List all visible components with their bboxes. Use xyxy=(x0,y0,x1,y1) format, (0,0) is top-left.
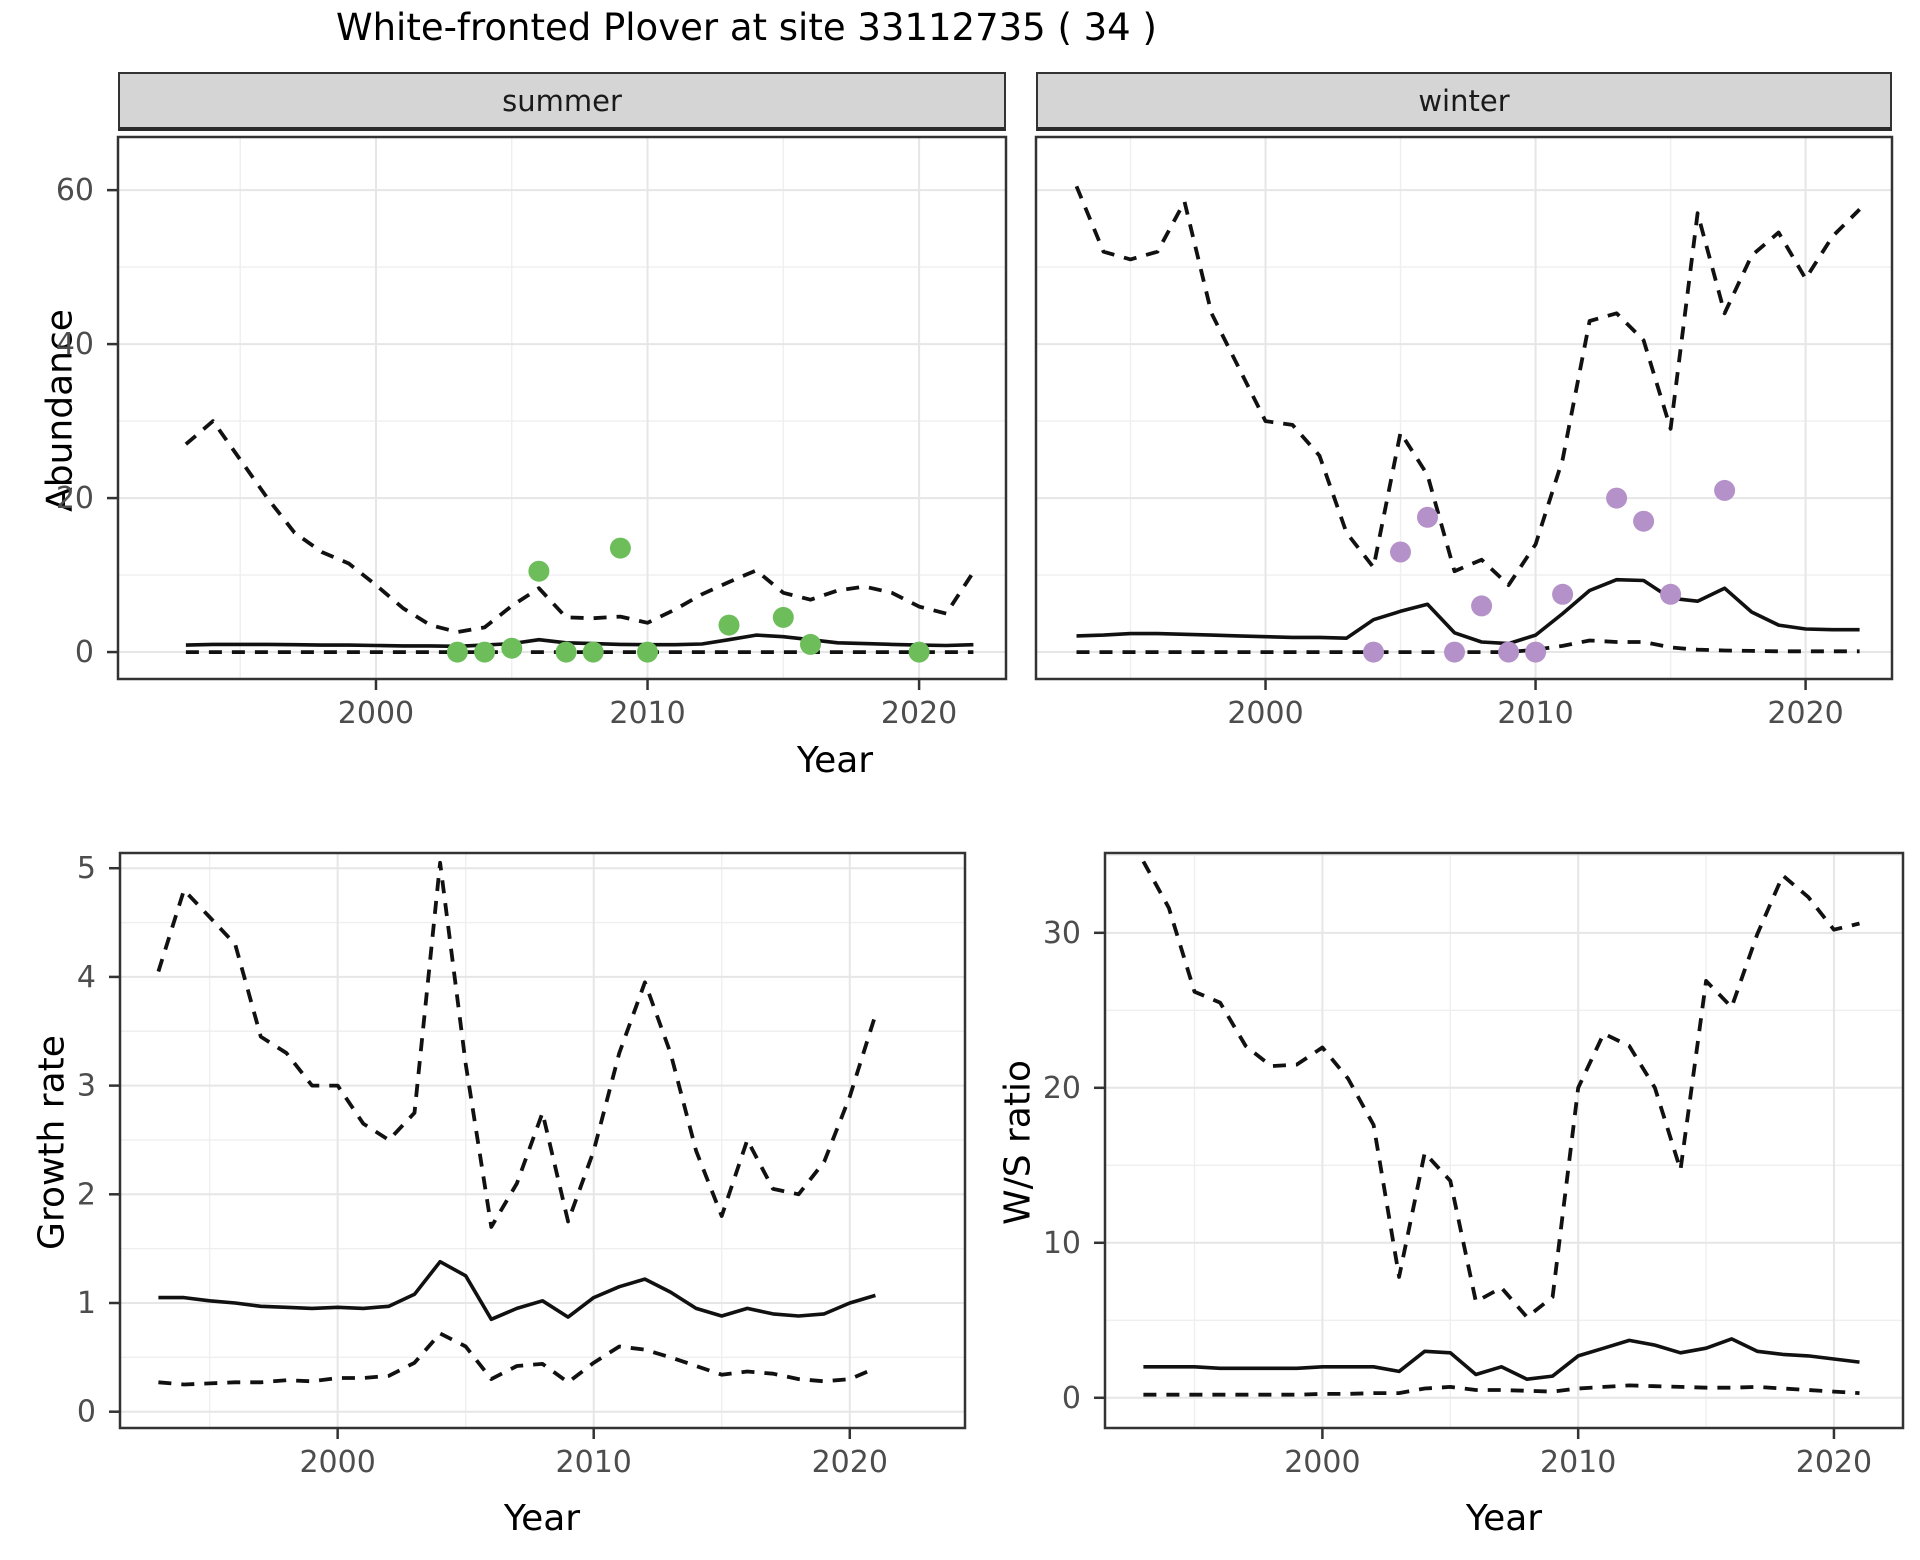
observed_winter_counts-dot xyxy=(1552,583,1574,605)
y-tick-label: 40 xyxy=(56,327,94,362)
ws_ratio-lower_ci-line xyxy=(1143,1383,1860,1397)
abundance_summer-upper_ci-line xyxy=(184,419,975,634)
observed_summer_counts-dot xyxy=(718,614,740,636)
growth_rate-upper_ci-line xyxy=(156,860,878,1229)
observed_summer_counts-dot xyxy=(637,641,658,663)
y-tick-label: 0 xyxy=(1062,1381,1081,1416)
observed_winter_counts-dot xyxy=(1444,641,1465,663)
x-tick-label: 2020 xyxy=(812,1445,888,1480)
observed_winter_counts-dot xyxy=(1498,641,1520,663)
observed_winter_counts-dot xyxy=(1606,487,1628,509)
y-tick-label: 20 xyxy=(1043,1071,1081,1106)
x-tick-label: 2020 xyxy=(881,696,957,731)
growth_rate-median-line xyxy=(158,1259,876,1322)
observed_winter_counts-dot xyxy=(1390,541,1411,563)
panel-border xyxy=(1103,851,1905,1430)
abundance_winter-lower_ci-line xyxy=(1076,638,1860,654)
observed_summer_counts-dot xyxy=(908,641,930,663)
panel-border xyxy=(118,851,967,1430)
observed_summer_counts-dot xyxy=(609,537,631,559)
abundance_winter-median-line xyxy=(1076,577,1860,646)
y-tick-label: 20 xyxy=(56,481,94,516)
x-tick-label: 2000 xyxy=(338,696,414,731)
observed_summer_counts-dot xyxy=(582,641,604,663)
observed_winter_counts-dot xyxy=(1525,641,1547,663)
observed_winter_counts-dot xyxy=(1363,641,1384,663)
y-tick-label: 1 xyxy=(77,1286,96,1321)
observed_winter_counts-dot xyxy=(1633,510,1655,532)
ws_ratio-upper_ci-line xyxy=(1141,860,1860,1320)
y-tick-label: 30 xyxy=(1043,916,1081,951)
x-tick-label: 2010 xyxy=(1497,696,1573,731)
x-tick-label: 2000 xyxy=(1227,696,1303,731)
observed_summer_counts-dot xyxy=(446,641,468,663)
observed_summer_counts-dot xyxy=(501,637,523,659)
y-tick-label: 5 xyxy=(77,851,96,886)
growth_rate-lower_ci-line xyxy=(158,1331,877,1387)
facet-strip-summer: summer xyxy=(118,72,1006,131)
y-tick-label: 10 xyxy=(1043,1226,1081,1261)
observed_summer_counts-dot xyxy=(555,641,577,663)
observed_winter_counts-dot xyxy=(1417,506,1438,528)
observed_winter_counts-dot xyxy=(1714,479,1736,501)
page-title: White-fronted Plover at site 33112735 ( … xyxy=(336,6,1157,49)
facet-strip-winter: winter xyxy=(1036,72,1892,131)
x-tick-label: 2010 xyxy=(609,696,685,731)
ws-year-axis-title: Year xyxy=(1465,1498,1543,1539)
observed_summer_counts-dot xyxy=(528,560,550,582)
abundance_winter-upper_ci-line xyxy=(1074,185,1861,587)
y-tick-label: 2 xyxy=(77,1177,96,1212)
x-tick-label: 2000 xyxy=(299,1445,375,1480)
y-tick-label: 0 xyxy=(77,1395,96,1430)
x-tick-label: 2020 xyxy=(1767,696,1843,731)
y-tick-label: 3 xyxy=(77,1069,96,1104)
growth-year-axis-title: Year xyxy=(503,1498,581,1539)
y-tick-label: 0 xyxy=(75,635,94,670)
observed_summer_counts-dot xyxy=(800,633,821,655)
x-tick-label: 2020 xyxy=(1796,1445,1872,1480)
observed_winter_counts-dot xyxy=(1471,595,1493,617)
panel-border xyxy=(1034,135,1894,681)
abundance_summer-median-line xyxy=(185,633,974,649)
panel-border xyxy=(116,135,1008,681)
x-tick-label: 2010 xyxy=(556,1445,632,1480)
y-tick-label: 4 xyxy=(77,960,96,995)
x-tick-label: 2000 xyxy=(1284,1445,1360,1480)
observed_summer_counts-dot xyxy=(772,606,794,628)
y-tick-label: 60 xyxy=(56,173,94,208)
observed_summer_counts-dot xyxy=(474,641,496,663)
top-year-axis-title: Year xyxy=(796,740,874,781)
ws_ratio-median-line xyxy=(1143,1337,1860,1381)
observed_winter_counts-dot xyxy=(1660,583,1682,605)
x-tick-label: 2010 xyxy=(1540,1445,1616,1480)
